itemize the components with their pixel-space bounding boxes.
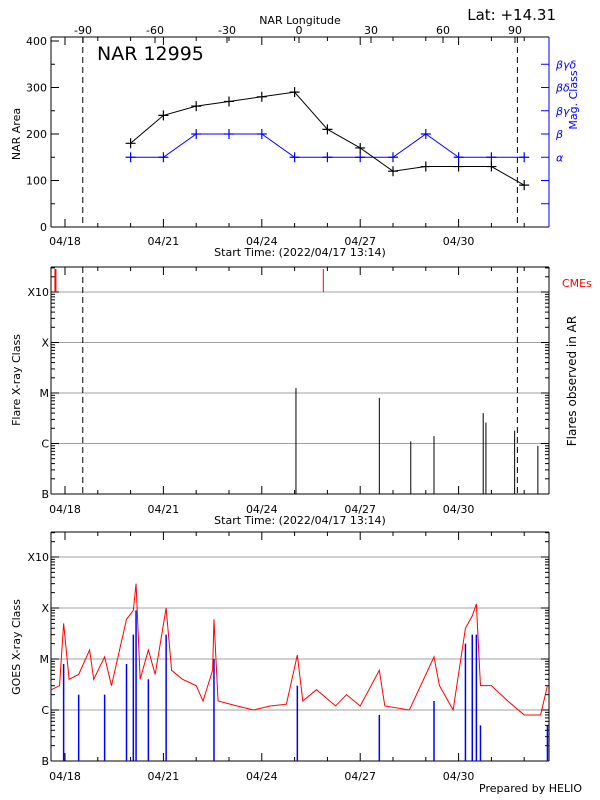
nar-area-point [191,101,202,112]
nar-area-point [125,138,136,149]
x-tick-label: 04/30 [443,503,475,516]
nar-area-point [322,124,333,135]
nar-area-point [355,142,366,153]
nar-area-point [224,96,234,107]
longitude-tick-label: 30 [364,24,378,37]
mag-class-point [355,152,366,163]
longitude-tick-label: 0 [296,24,303,37]
mag-class-point [420,129,431,139]
y-tick-label: X [41,602,49,615]
goes-panel: GOES X-ray Class Prepared by HELIO B C M X X… [10,531,582,795]
y-tick-label: 0 [40,221,47,234]
x-tick-label: 04/30 [443,770,475,783]
longitude-tick-label: 60 [436,24,450,37]
longitude-tick-label: 90 [508,24,522,37]
mag-class-point [453,152,464,163]
mag-class-tick-label: βγ [555,105,570,118]
x-tick-label: 04/27 [344,235,376,248]
mag-class-tick-label: β [555,128,563,141]
mag-class-point [486,152,497,163]
y-tick-label: X [41,337,49,350]
nar-area-point [519,180,530,191]
x-tick-label: 04/24 [246,770,278,783]
footer-credit: Prepared by HELIO [479,782,582,795]
y-tick-label: 400 [26,35,47,48]
y2-axis-label: Flares observed in AR [565,316,579,446]
nar-area-point [289,87,300,98]
nar-area-point [256,91,267,102]
longitude-tick-label: -30 [218,24,236,37]
mag-class-tick-label: βγδ [555,58,577,71]
x-axis-label: Start Time: (2022/04/17 13:14) [214,514,386,527]
x-tick-label: 04/30 [443,235,475,248]
x-axis-label: Start Time: (2022/04/17 13:14) [214,246,386,259]
mag-class-point [158,152,169,163]
nar-area-point [453,161,464,172]
x-tick-label: 04/18 [49,503,81,516]
x-tick-label: 04/27 [344,770,376,783]
mag-class-point [256,129,267,139]
x-tick-label: 04/21 [148,235,180,248]
mag-class-point [224,129,234,139]
mag-class-point [322,152,333,163]
y-tick-label: X10 [27,551,49,564]
y-tick-label: 300 [26,82,47,95]
mag-class-point [191,129,202,139]
mag-class-point [289,152,300,163]
goes-long-line [51,583,548,716]
y2-axis-label: Mag. Class [567,70,580,129]
y-axis-label: GOES X-ray Class [10,599,23,695]
x-tick-label: 04/24 [246,235,278,248]
mag-class-point [125,152,136,163]
latitude-label: Lat: +14.31 [467,6,556,24]
y-tick-label: B [41,755,49,768]
mag-class-tick-label: βδ [555,82,570,95]
top-axis-label: NAR Longitude [259,14,341,27]
x-tick-label: 04/24 [246,503,278,516]
flare-panel: Start Time: (2022/04/17 13:14) Flare X-r… [10,266,592,527]
nar-area-point [486,161,497,172]
x-tick-label: 04/18 [49,235,81,248]
mag-class-tick-label: α [556,151,564,164]
mag-class-point [519,152,530,163]
mag-class-point [388,152,398,163]
longitude-tick-label: -60 [146,24,164,37]
nar-area-point [158,110,169,121]
x-tick-label: 04/27 [344,503,376,516]
nar-title: NAR 12995 [97,43,204,65]
cme-label: CMEs [562,277,592,290]
y-tick-label: C [41,704,49,717]
longitude-tick-label: -90 [74,24,92,37]
y-axis-label: Flare X-ray Class [10,334,23,426]
x-tick-label: 04/21 [148,503,180,516]
nar-area-point [420,161,431,172]
y-axis-label: NAR Area [10,108,23,160]
nar-area-point [388,166,398,177]
y-tick-label: X10 [27,286,49,299]
y-tick-label: B [41,488,49,501]
nar-area-panel: NAR 12995 NAR Longitude Lat: +14.31 Star… [10,6,580,259]
x-tick-label: 04/18 [49,770,81,783]
y-tick-label: C [41,438,49,451]
y-tick-label: M [40,387,50,400]
y-tick-label: M [40,653,50,666]
y-tick-label: 200 [26,128,47,141]
x-tick-label: 04/21 [148,770,180,783]
y-tick-label: 100 [26,175,47,188]
